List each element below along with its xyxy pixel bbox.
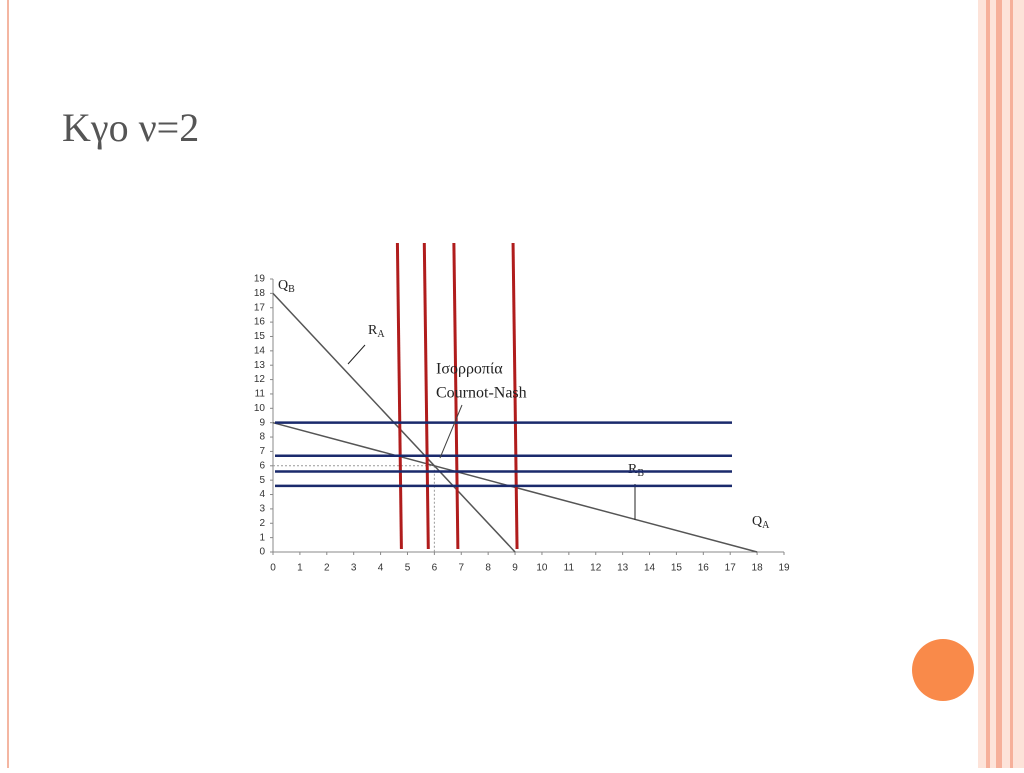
red-line [511, 242, 519, 550]
x-tick-label: 1 [297, 563, 303, 574]
y-tick-label: 3 [259, 504, 265, 515]
y-tick-label: 19 [254, 274, 266, 285]
x-tick-label: 14 [644, 563, 656, 574]
y-tick-label: 15 [254, 331, 266, 342]
x-tick-label: 12 [590, 563, 602, 574]
y-tick-label: 6 [259, 460, 265, 471]
stripe [986, 0, 990, 768]
red-line [422, 242, 430, 550]
y-tick-label: 17 [254, 302, 266, 313]
x-axis-label-text: Q [752, 514, 762, 529]
label-arrow [347, 344, 366, 365]
stripe [996, 0, 1002, 768]
y-axis-label-text: Q [278, 278, 288, 293]
y-tick-label: 11 [255, 389, 266, 400]
x-tick-label: 4 [378, 563, 384, 574]
series-label: RB [628, 462, 644, 479]
x-tick-label: 13 [617, 563, 629, 574]
y-tick-label: 13 [254, 360, 266, 371]
x-tick-label: 18 [752, 563, 764, 574]
y-tick-label: 4 [259, 489, 265, 500]
red-line [395, 242, 403, 550]
y-tick-label: 10 [254, 403, 266, 414]
y-tick-label: 0 [259, 547, 265, 558]
x-tick-label: 6 [432, 563, 438, 574]
x-tick-label: 8 [485, 563, 491, 574]
x-tick-label: 0 [270, 563, 276, 574]
x-tick-label: 5 [405, 563, 411, 574]
annotation-pointer [439, 404, 463, 459]
y-axis-label: QB [278, 278, 295, 295]
series-label-text: R [368, 323, 378, 338]
series-label-text: R [628, 462, 638, 477]
annotation: Ισορροπία [436, 361, 503, 378]
series-label: RA [368, 323, 385, 340]
orange-circle [912, 639, 974, 701]
x-tick-label: 15 [671, 563, 683, 574]
x-tick-label: 2 [324, 563, 330, 574]
annotation: Cournot-Nash [436, 385, 527, 402]
x-axis-label: QA [752, 514, 770, 531]
series-label-sub: A [377, 329, 385, 340]
y-tick-label: 7 [259, 446, 265, 457]
x-axis-label-sub: A [762, 520, 770, 531]
y-tick-label: 8 [259, 432, 265, 443]
stripe [1010, 0, 1013, 768]
x-tick-label: 11 [564, 563, 575, 574]
x-tick-label: 19 [778, 563, 790, 574]
y-tick-label: 12 [254, 374, 266, 385]
red-line [452, 242, 460, 550]
slide-title: Κγο ν=2 [62, 105, 199, 150]
series-label-sub: B [637, 468, 644, 479]
y-tick-label: 2 [259, 518, 265, 529]
chart: 0 1 2 3 4 5 6 7 8 9 10 11 12 13 14 15 16 17 18 190123456789… [254, 242, 790, 574]
y-tick-label: 5 [259, 475, 265, 486]
y-tick-label: 18 [254, 288, 266, 299]
x-tick-label: 10 [536, 563, 548, 574]
y-tick-label: 9 [259, 417, 265, 428]
y-tick-label: 1 [259, 532, 265, 543]
x-tick-label: 17 [725, 563, 737, 574]
x-tick-label: 9 [512, 563, 518, 574]
x-tick-label: 16 [698, 563, 710, 574]
x-tick-label: 3 [351, 563, 357, 574]
y-tick-label: 16 [254, 317, 266, 328]
y-tick-label: 14 [254, 345, 266, 356]
y-axis-label-sub: B [288, 284, 295, 295]
x-tick-label: 7 [458, 563, 464, 574]
